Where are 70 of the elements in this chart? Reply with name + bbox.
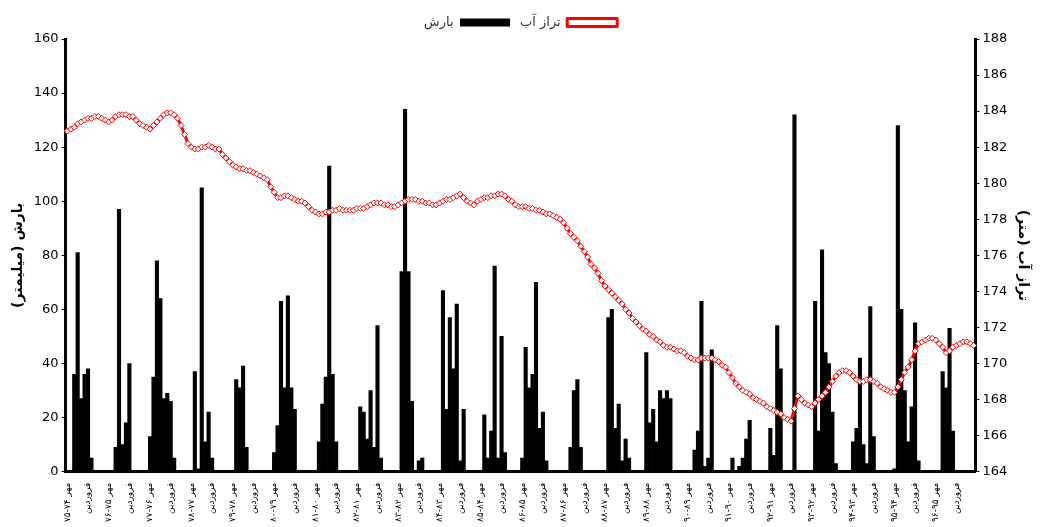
legend-label: تراز آب [520,12,562,30]
x-tick-label: مهر ۷۹-۸۰ [268,482,279,523]
y2-axis-title: تراز آب (متر) [1014,209,1033,301]
x-tick-label: مهر ۹۴-۹۵ [888,482,899,523]
y2-tick-label: 170 [982,354,1008,370]
x-tick-label: فروردین [289,482,300,514]
x-tick-label: مهر ۸۱-۸۲ [351,482,362,523]
y2-tick-label: 188 [982,30,1008,46]
legend-label: بارش [423,13,454,30]
x-tick-label: مهر ۷۴-۷۵ [61,482,72,523]
x-tick-label: مهر ۷۶-۷۷ [144,482,155,523]
x-tick-label: مهر ۸۷-۸۸ [599,482,610,523]
y-tick-label: 160 [33,30,59,46]
x-tick-label: فروردین [578,482,589,514]
y2-tick-label: 172 [982,318,1008,334]
x-tick-label: مهر ۹۵-۹۶ [930,482,941,523]
y-tick-label: 140 [33,84,59,100]
x-tick-label: فروردین [495,482,506,514]
x-tick-label: فروردین [702,482,713,514]
y2-tick-label: 168 [982,390,1008,406]
x-tick-label: فروردین [413,482,424,514]
x-tick-label: مهر ۸۵-۸۶ [516,482,527,523]
x-tick-label: فروردین [785,482,796,514]
y-tick-label: 20 [42,408,59,424]
x-tick-label: فروردین [371,482,382,514]
y2-tick-label: 174 [982,282,1008,298]
x-tick-label: فروردین [330,482,341,514]
x-tick-label: فروردین [661,482,672,514]
x-tick-label: مهر ۹۳-۹۴ [847,482,858,523]
x-tick-label: فروردین [826,482,837,514]
x-tick-label: فروردین [909,482,920,514]
x-tick-label: مهر ۸۳-۸۴ [433,482,444,523]
x-tick-label: مهر ۸۴-۸۵ [475,482,486,523]
x-tick-label: مهر ۹۱-۹۲ [764,482,775,523]
y2-tick-label: 184 [982,102,1008,118]
y2-tick-label: 164 [982,463,1008,478]
x-tick-label: مهر ۹۲-۹۳ [806,482,817,523]
x-tick-label: مهر ۹۰-۹۱ [723,482,734,523]
y-tick-label: 100 [33,192,59,208]
x-tick-label: فروردین [165,482,176,514]
y2-tick-label: 186 [982,66,1008,82]
y2-tick-label: 176 [982,246,1008,262]
y-tick-label: 40 [42,354,59,370]
y-tick-label: 60 [42,300,59,316]
x-tick-label: مهر ۷۸-۷۹ [227,482,238,523]
x-tick-label: فروردین [82,482,93,514]
x-tick-label: فروردین [619,482,630,514]
x-tick-label: مهر ۷۷-۷۸ [185,482,196,523]
x-tick-label: مهر ۸۸-۸۹ [640,482,651,523]
x-tick-label: فروردین [247,482,258,514]
x-tick-label: مهر ۸۹-۹۰ [681,482,692,523]
y-axis-title: بارش (میلیمتر) [9,202,27,308]
x-tick-label: مهر ۷۵-۷۶ [103,482,114,523]
x-tick-label: فروردین [123,482,134,514]
y-tick-label: 120 [33,138,59,154]
x-tick-label: فروردین [454,482,465,514]
x-tick-label: فروردین [537,482,548,514]
y2-tick-label: 182 [982,138,1008,154]
x-tick-label: مهر ۸۶-۸۷ [557,482,568,523]
y-tick-label: 0 [50,463,59,478]
x-tick-label: فروردین [950,482,961,514]
y2-tick-label: 180 [982,174,1008,190]
x-tick-label: مهر ۸۰-۸۱ [309,482,320,523]
x-tick-label: فروردین [744,482,755,514]
y-tick-label: 80 [42,246,59,262]
y2-tick-label: 178 [982,210,1008,226]
x-tick-label: فروردین [206,482,217,514]
y2-tick-label: 166 [982,426,1008,442]
x-tick-label: مهر ۸۲-۸۳ [392,482,403,523]
x-tick-label: فروردین [868,482,879,514]
